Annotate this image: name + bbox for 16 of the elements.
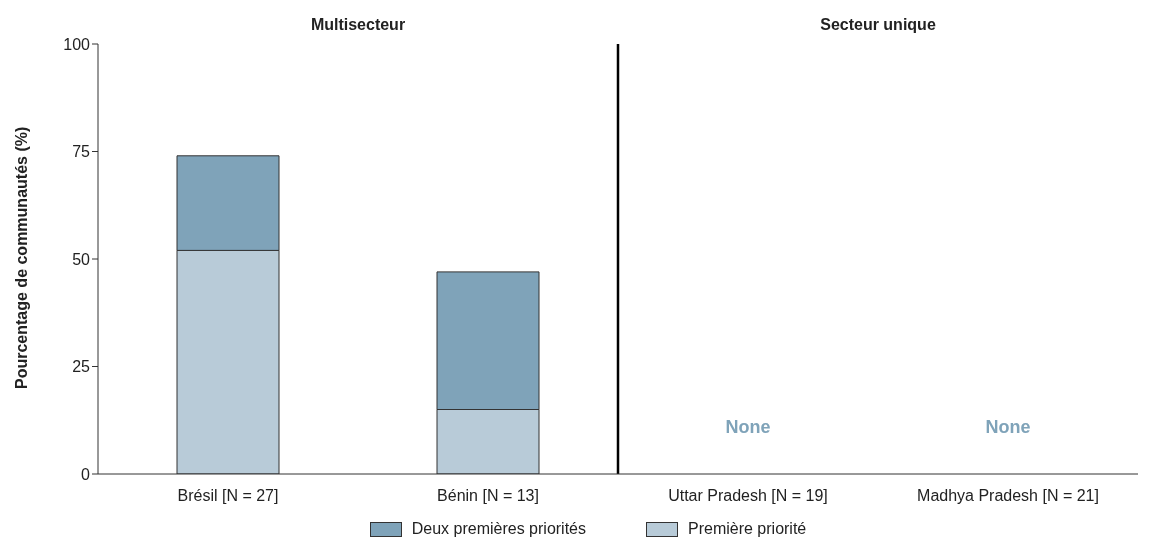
text: Secteur unique	[819, 16, 937, 34]
legend-label: Première priorité	[688, 520, 807, 538]
y-axis-title: Pourcentage de communautés (%)	[12, 126, 30, 389]
annotation: None	[725, 417, 771, 438]
x-tick-label: Bénin [N = 13]	[437, 487, 539, 505]
x-tick-label: Madhya Pradesh [N = 21]	[917, 487, 1099, 505]
text: Multisecteur	[309, 16, 407, 34]
y-tick-label: 0	[81, 465, 91, 483]
y-tick-label: 100	[63, 35, 91, 53]
x-tick-label: Brésil [N = 27]	[177, 487, 279, 505]
y-tick-label: 50	[72, 250, 91, 268]
x-tick-label: Uttar Pradesh [N = 19]	[668, 487, 828, 505]
y-tick-label: 75	[72, 143, 91, 161]
legend-label: Deux premières priorités	[411, 520, 586, 538]
y-tick-label: 25	[72, 358, 91, 376]
annotation: None	[985, 417, 1031, 438]
